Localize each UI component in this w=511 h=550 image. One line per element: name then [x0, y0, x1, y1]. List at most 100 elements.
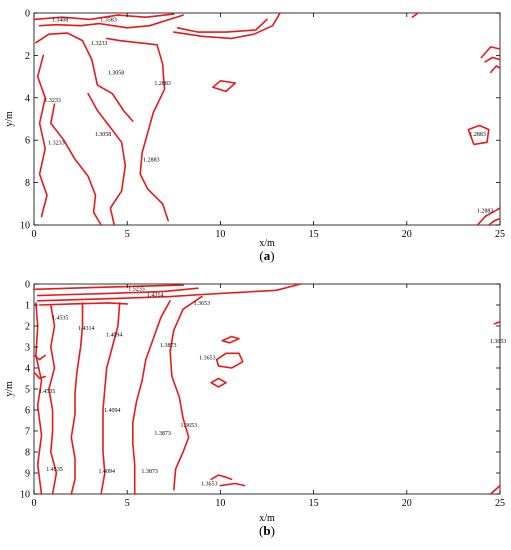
x-tick-label: 25: [495, 229, 505, 240]
x-tick-label: 0: [32, 229, 37, 240]
contour-line: [411, 12, 419, 18]
contour-line: [33, 371, 46, 380]
x-tick-label: 25: [495, 498, 505, 509]
contour-line: [50, 103, 102, 226]
x-tick-label: 15: [309, 229, 319, 240]
contour-value-label: 1.2883: [154, 81, 171, 87]
x-tick-label: 10: [215, 498, 225, 509]
contour-value-label: 1.3653: [201, 482, 218, 488]
x-tick-label: 20: [402, 229, 412, 240]
y-tick-label: 9: [25, 469, 30, 480]
contour-line: [493, 321, 501, 325]
contour-value-label: 1.4535: [52, 316, 69, 322]
contour-line: [38, 302, 128, 306]
contour-line: [169, 295, 203, 491]
plot-frame: [33, 283, 501, 495]
y-tick-label: 10: [20, 490, 30, 501]
x-tick-label: 5: [125, 229, 130, 240]
contour-value-label: 1.3058: [108, 70, 125, 76]
contour-line: [173, 12, 281, 40]
contour-value-label: 1.3233: [91, 41, 108, 47]
contour-line: [215, 352, 244, 369]
y-tick-label: 0: [25, 9, 30, 20]
y-tick-label: 4: [25, 364, 30, 375]
x-tick-label: 5: [125, 498, 130, 509]
contour-value-label: 1.3233: [44, 98, 61, 104]
x-tick-label: 15: [309, 498, 319, 509]
contour-line: [210, 474, 233, 481]
contour-line: [33, 354, 46, 361]
contour-line: [70, 302, 84, 495]
contour-value-label: 1.4094: [98, 469, 115, 475]
contour-line: [36, 283, 302, 302]
contour-line: [489, 484, 501, 495]
contour-line: [476, 207, 501, 226]
contour-line: [35, 32, 134, 122]
contour-line: [210, 377, 227, 388]
contour-line: [33, 284, 184, 291]
contour-value-label: 1.4094: [106, 333, 123, 339]
contour-value-label: 1.3058: [95, 132, 112, 138]
contour-line: [105, 37, 169, 222]
y-tick-label: 2: [25, 51, 30, 62]
contour-line: [36, 54, 48, 218]
contour-line: [221, 335, 240, 344]
y-tick-label: 6: [25, 136, 30, 147]
contour-line: [132, 300, 171, 495]
x-tick-label: 0: [32, 498, 37, 509]
chart-panel-b: 1.52351.43141.45351.43141.40941.38731.36…: [4, 280, 506, 539]
y-tick-label: 1: [25, 301, 30, 312]
contour-line: [35, 302, 43, 495]
y-tick-label: 8: [25, 178, 30, 189]
y-tick-label: 8: [25, 448, 30, 459]
contour-value-label: 1.3873: [154, 431, 171, 437]
contour-value-label: 1.4535: [39, 389, 56, 395]
y-tick-label: 6: [25, 406, 30, 417]
panel-caption: (a): [259, 248, 274, 263]
contour-value-label: 1.2883: [469, 132, 486, 138]
contour-line: [480, 46, 501, 59]
y-tick-label: 10: [20, 221, 30, 232]
x-tick-label: 10: [215, 229, 225, 240]
contour-line: [33, 13, 175, 21]
contour-value-label: 1.3873: [160, 343, 177, 349]
contour-line: [48, 304, 58, 495]
contour-line: [488, 217, 501, 226]
contour-value-label: 1.3653: [194, 301, 211, 307]
y-tick-label: 4: [25, 93, 30, 104]
contour-value-label: 1.3653: [180, 423, 197, 429]
contour-line: [176, 18, 268, 33]
contour-value-label: 1.4314: [78, 326, 95, 332]
contour-line: [38, 14, 184, 29]
contour-value-label: 1.3653: [199, 356, 216, 362]
chart-panel-a: 1.3408 1.3233 1.3233 1.3058 1.2883 1.3583 1.30…: [4, 9, 505, 264]
y-tick-label: 5: [25, 385, 30, 396]
x-tick-label: 20: [402, 498, 412, 509]
y-tick-label: 7: [25, 427, 30, 438]
y-axis-label: y/m: [4, 111, 15, 127]
contour-value-label: 1.2883: [143, 157, 160, 163]
x-axis-label: x/m: [259, 513, 275, 524]
contour-value-label: 1.3873: [141, 469, 158, 475]
panel-caption: (b): [259, 523, 275, 538]
contour-line: [36, 287, 199, 297]
y-tick-label: 0: [25, 280, 30, 291]
y-tick-label: 3: [25, 343, 30, 354]
contour-value-label: 1.5235: [128, 286, 145, 292]
contour-value-label: 1.4314: [147, 293, 164, 299]
contour-line: [87, 92, 127, 226]
plot-frame: [33, 12, 501, 226]
y-axis-label: y/m: [4, 381, 15, 397]
contour-line: [219, 482, 246, 487]
contour-value-label: 1.4094: [104, 408, 121, 414]
contour-value-label: 1.2883: [477, 208, 494, 214]
contour-value-label: 1.3653: [490, 339, 507, 345]
contour-line: [484, 56, 501, 63]
contour-line: [467, 124, 490, 146]
contour-line: [489, 65, 501, 74]
contour-value-label: 1.3233: [48, 140, 65, 146]
x-axis-label: x/m: [259, 238, 275, 249]
contour-value-label: 1.3583: [100, 17, 117, 23]
y-tick-label: 2: [25, 322, 30, 333]
